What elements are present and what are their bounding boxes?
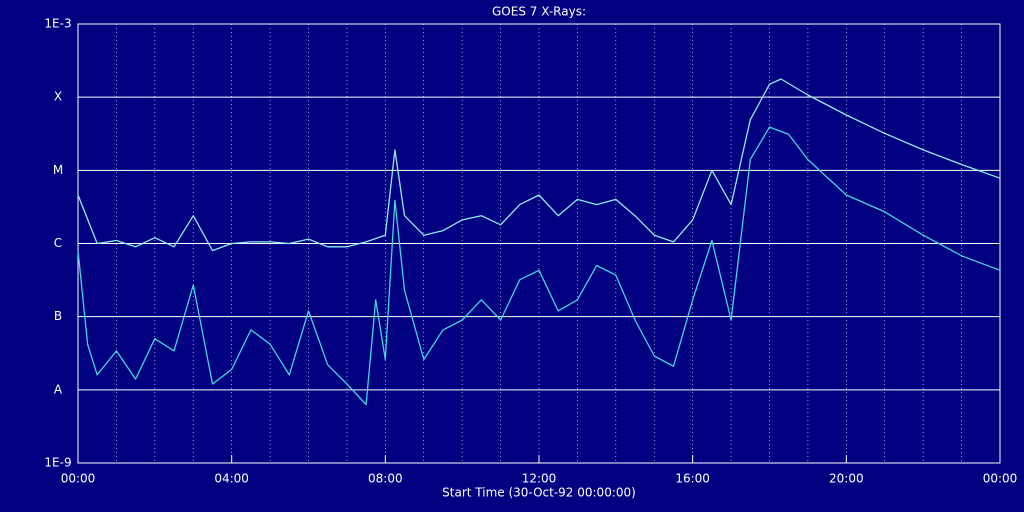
x-tick-label: 04:00: [214, 472, 249, 486]
series-line: [77, 78, 1001, 252]
y-tick-label: 1E-9: [44, 456, 71, 470]
plot-frame: [77, 23, 1001, 464]
chart-title: GOES 7 X-Rays:: [492, 5, 586, 19]
y-tick-label: C: [54, 236, 62, 250]
x-tick-label: 08:00: [368, 472, 403, 486]
x-tick-label: 16:00: [675, 472, 710, 486]
series-line: [77, 126, 1001, 406]
y-tick-label: 1E-3: [44, 17, 71, 31]
y-tick-label: A: [54, 382, 63, 396]
y-tick-label: X: [54, 90, 62, 104]
x-tick-label: 00:00: [61, 472, 96, 486]
x-axis-label: Start Time (30-Oct-92 00:00:00): [442, 486, 636, 500]
x-tick-label: 12:00: [522, 472, 557, 486]
y-tick-label: M: [53, 163, 63, 177]
y-tick-label: B: [54, 309, 62, 323]
x-tick-label: 00:00: [983, 472, 1018, 486]
x-tick-label: 20:00: [829, 472, 864, 486]
